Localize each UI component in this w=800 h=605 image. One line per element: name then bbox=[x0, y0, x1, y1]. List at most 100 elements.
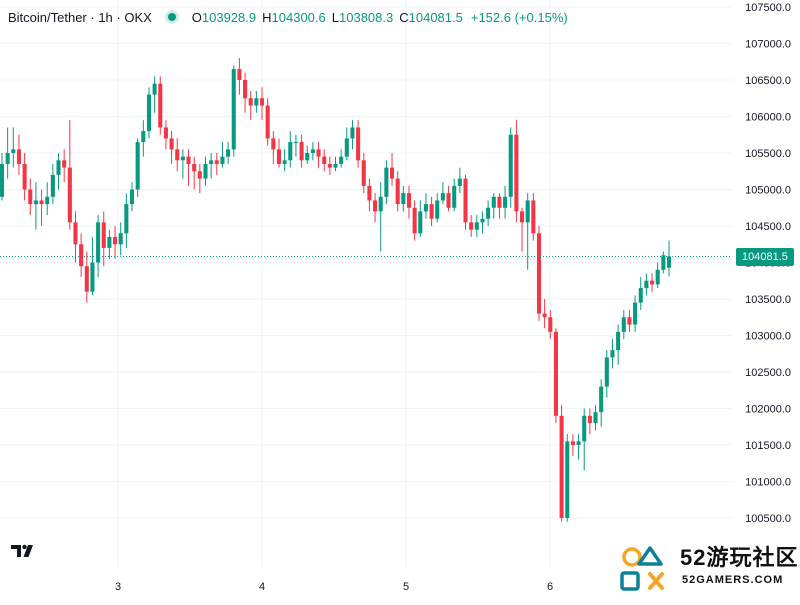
candle-body bbox=[491, 196, 496, 208]
tradingview-icon bbox=[11, 544, 33, 557]
candle-body bbox=[0, 163, 5, 197]
candle-body bbox=[152, 83, 157, 95]
candle-body bbox=[259, 98, 265, 106]
open-value: 103928.9 bbox=[201, 9, 257, 25]
candle-body bbox=[316, 149, 321, 157]
low-label: L bbox=[331, 9, 339, 25]
symbol-title[interactable]: Bitcoin/Tether · 1h · OKX bbox=[8, 9, 152, 25]
candle-body bbox=[163, 127, 168, 139]
candle-body bbox=[45, 196, 50, 205]
candle-body bbox=[310, 149, 315, 153]
price-axis[interactable]: 100500.0 101000.0 101500.0 102000.0 102500.0… bbox=[745, 2, 791, 525]
candle-body bbox=[469, 222, 474, 230]
high-label: H bbox=[262, 9, 272, 25]
candle-body bbox=[542, 313, 547, 318]
candle-body bbox=[79, 244, 84, 267]
candle-body bbox=[350, 127, 355, 139]
open-label: O bbox=[191, 9, 202, 25]
candle-body bbox=[90, 262, 95, 292]
price-axis-label: 101000.0 bbox=[745, 477, 791, 489]
candle-body bbox=[226, 149, 231, 157]
price-axis-label: 105500.0 bbox=[745, 148, 791, 160]
price-axis-label: 107500.0 bbox=[745, 2, 791, 14]
time-axis-label: 4 bbox=[259, 581, 265, 593]
candle-body bbox=[633, 302, 638, 325]
candle-body bbox=[553, 331, 558, 416]
candle-body bbox=[531, 200, 536, 234]
candle-body bbox=[62, 160, 67, 168]
candle-body bbox=[276, 149, 282, 164]
candle-body bbox=[288, 142, 293, 161]
candle-body bbox=[28, 189, 33, 205]
candle-body bbox=[616, 331, 621, 351]
candle-body bbox=[129, 189, 135, 205]
candle-body bbox=[429, 204, 434, 219]
candle-body bbox=[406, 193, 412, 208]
candle-body bbox=[367, 185, 372, 201]
candle-body bbox=[203, 163, 208, 179]
candle-body bbox=[158, 83, 163, 128]
candle-body bbox=[587, 415, 592, 424]
gamepad-buttons-icon bbox=[620, 546, 664, 591]
price-axis-label: 103500.0 bbox=[745, 294, 791, 306]
candle-body bbox=[446, 193, 451, 208]
price-axis-label: 101500.0 bbox=[745, 440, 791, 452]
price-axis-label: 106500.0 bbox=[745, 75, 791, 87]
candle-body bbox=[440, 193, 445, 201]
candle-body bbox=[548, 317, 553, 332]
price-axis-label: 107000.0 bbox=[745, 39, 791, 51]
candle-body bbox=[214, 160, 219, 164]
time-axis[interactable]: 3 4 5 6 bbox=[115, 581, 553, 593]
candle-body bbox=[497, 196, 502, 208]
candle-body bbox=[322, 156, 327, 164]
candle-body bbox=[197, 171, 202, 179]
candle-body bbox=[610, 350, 615, 358]
candle-body bbox=[627, 317, 632, 325]
candle-body bbox=[582, 415, 587, 442]
candle-body bbox=[389, 167, 395, 179]
candle-body bbox=[146, 94, 152, 132]
low-value: 103808.3 bbox=[339, 9, 394, 25]
candle-body bbox=[22, 163, 27, 190]
tradingview-logo[interactable] bbox=[10, 541, 38, 564]
price-axis-label: 102000.0 bbox=[745, 404, 791, 416]
candle-body bbox=[67, 167, 72, 223]
watermark-subtitle: 52GAMERS.COM bbox=[682, 574, 784, 586]
candle-body bbox=[593, 412, 598, 424]
candle-body bbox=[565, 441, 570, 518]
candle-body bbox=[84, 266, 89, 292]
candle-body bbox=[327, 163, 332, 168]
candle-body bbox=[457, 178, 462, 186]
price-axis-label: 102500.0 bbox=[745, 367, 791, 379]
candle-body bbox=[604, 357, 609, 387]
chart-grid bbox=[0, 0, 732, 566]
candle-body bbox=[175, 149, 180, 161]
candle-body bbox=[113, 236, 118, 245]
price-axis-label: 100500.0 bbox=[745, 513, 791, 525]
candle-body bbox=[305, 153, 310, 161]
candle-body bbox=[271, 138, 276, 150]
candle-body bbox=[423, 204, 428, 212]
candle-body bbox=[265, 105, 270, 139]
candle-body bbox=[220, 156, 225, 164]
candle-series bbox=[0, 58, 672, 522]
candle-body bbox=[474, 222, 479, 230]
candle-body bbox=[599, 386, 604, 413]
watermark-title: 52游玩社区 bbox=[680, 545, 799, 570]
candle-body bbox=[124, 204, 129, 234]
candle-body bbox=[169, 138, 174, 150]
candle-body bbox=[570, 441, 575, 445]
candle-body bbox=[378, 196, 383, 212]
candle-body bbox=[282, 160, 287, 164]
candle-body bbox=[519, 211, 525, 223]
candle-body bbox=[333, 163, 338, 168]
candle-body bbox=[536, 233, 542, 314]
candle-body bbox=[463, 178, 468, 223]
candle-body bbox=[50, 174, 55, 197]
candle-body bbox=[33, 200, 38, 205]
last-price-tag: 104081.5 bbox=[736, 247, 794, 266]
price-axis-label: 105000.0 bbox=[745, 185, 791, 197]
candle-body bbox=[356, 127, 361, 161]
market-status-icon[interactable] bbox=[167, 13, 176, 21]
